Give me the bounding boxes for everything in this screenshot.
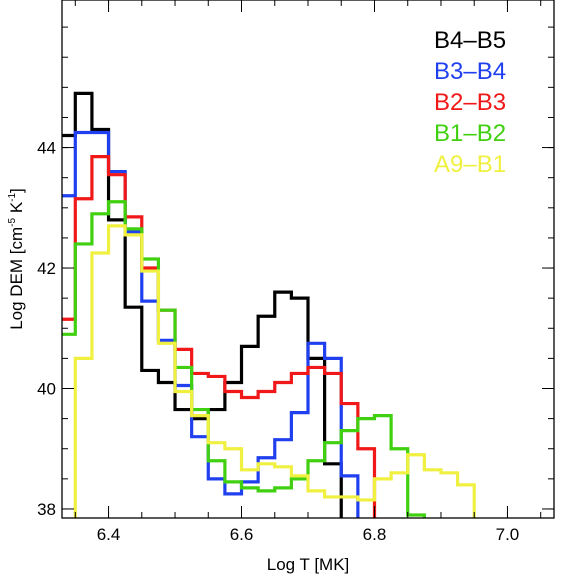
legend-entry-3: B1–B2 [434,120,506,147]
x-tick-label: 6.8 [363,525,387,544]
y-axis-title-exp2: -1 [7,193,18,202]
y-tick-label: 38 [37,500,56,519]
x-axis-title: Log T [MK] [267,555,350,574]
series-line-2 [62,155,377,518]
legend-entry-2: B2–B3 [434,89,506,116]
legend: B4–B5 B3–B4 B2–B3 B1–B2 A9–B1 [434,27,506,178]
x-tick-label: 6.6 [230,525,254,544]
y-axis-title-close: ] [7,188,26,193]
legend-entry-1: B3–B4 [434,58,506,85]
legend-entry-0: B4–B5 [434,27,506,54]
series-line-1 [62,130,360,518]
tick-layer: 6.4 6.6 6.8 7.0 38 40 42 44 [37,0,554,544]
x-tick-label: 7.0 [496,525,520,544]
series-line-0 [62,91,343,518]
x-tick-label: 6.4 [97,525,121,544]
y-tick-label: 42 [37,259,56,278]
y-tick-label: 44 [37,139,56,158]
y-tick-label: 40 [37,380,56,399]
y-axis-title-main: Log DEM [cm [7,227,26,330]
series-line-4 [73,224,476,518]
y-axis-title-exp1: -5 [7,217,18,226]
series-line-3 [62,200,426,518]
series-layer [62,91,476,518]
y-axis-title: Log DEM [cm-5 K-1] [7,188,26,330]
y-axis-title-unit: K [7,201,26,218]
legend-entry-4: A9–B1 [434,151,506,178]
